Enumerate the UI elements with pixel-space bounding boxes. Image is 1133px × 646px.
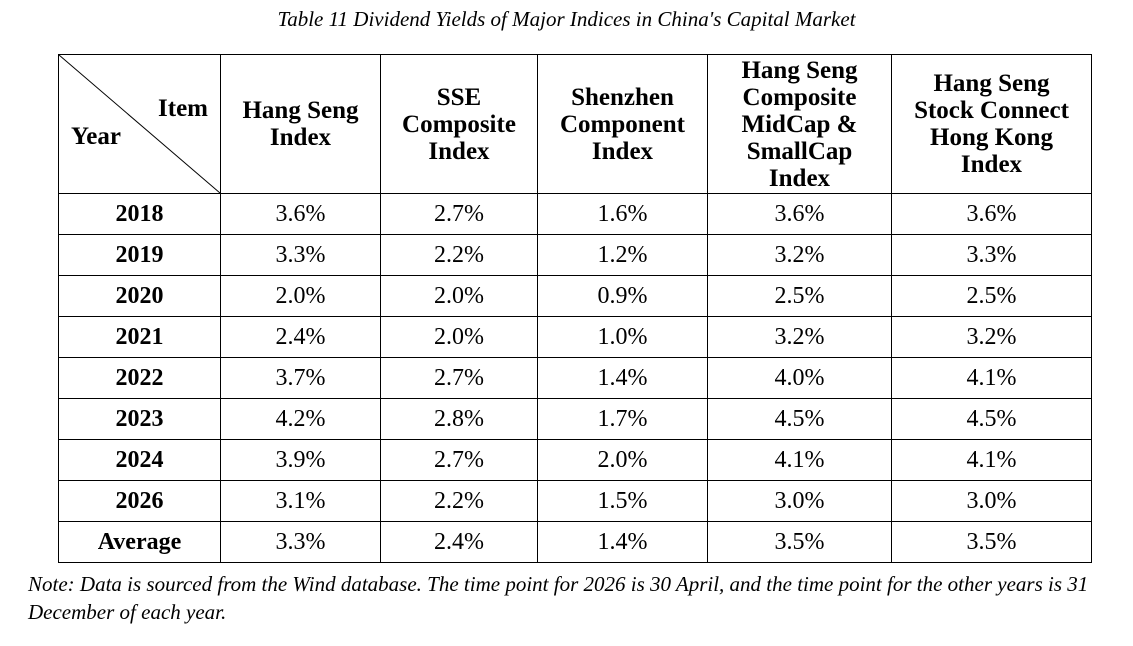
table-cell: 3.6% bbox=[707, 193, 892, 235]
header-line: SmallCap bbox=[746, 137, 853, 165]
table-cell: 2.4% bbox=[380, 521, 538, 563]
table-caption: Table 11 Dividend Yields of Major Indice… bbox=[277, 7, 856, 31]
table-cell: 0.9% bbox=[537, 275, 708, 317]
table-row: 2021 2.4% 2.0% 1.0% 3.2% 3.2% bbox=[58, 316, 1092, 358]
table-cell: 3.3% bbox=[220, 234, 381, 276]
table-cell: 1.6% bbox=[537, 193, 708, 235]
table-cell: 2.5% bbox=[707, 275, 892, 317]
column-header-sse-composite-index: SSE Composite Index bbox=[380, 54, 538, 194]
row-year-cell: 2022 bbox=[58, 357, 221, 399]
header-line: Index bbox=[768, 164, 831, 192]
column-header-hang-seng-index: Hang Seng Index bbox=[220, 54, 381, 194]
table-cell: 3.6% bbox=[220, 193, 381, 235]
table-cell: 3.2% bbox=[891, 316, 1092, 358]
table-cell: 2.0% bbox=[380, 275, 538, 317]
header-line: Index bbox=[960, 151, 1023, 178]
table-cell: 3.2% bbox=[707, 316, 892, 358]
table-cell: 3.9% bbox=[220, 439, 381, 481]
table-row: 2023 4.2% 2.8% 1.7% 4.5% 4.5% bbox=[58, 398, 1092, 440]
header-line: Shenzhen bbox=[571, 83, 674, 111]
table-cell: 4.0% bbox=[707, 357, 892, 399]
table-cell: 3.7% bbox=[220, 357, 381, 399]
header-line: Index bbox=[591, 137, 654, 165]
header-line: Hang Seng bbox=[741, 56, 858, 84]
table-cell: 3.2% bbox=[707, 234, 892, 276]
header-line: Component bbox=[559, 110, 685, 138]
table-cell: 3.0% bbox=[891, 480, 1092, 522]
corner-header-cell: Item Year bbox=[58, 54, 221, 194]
table-cell: 1.2% bbox=[537, 234, 708, 276]
table-header-row: Item Year Hang Seng Index SSE Composite … bbox=[58, 54, 1092, 194]
column-header-shenzhen-component-index: Shenzhen Component Index bbox=[537, 54, 708, 194]
table-row: 2024 3.9% 2.7% 2.0% 4.1% 4.1% bbox=[58, 439, 1092, 481]
table-cell: 4.1% bbox=[891, 357, 1092, 399]
table-cell: 2.2% bbox=[380, 480, 538, 522]
header-line: Index bbox=[428, 137, 490, 165]
row-year-cell: 2026 bbox=[58, 480, 221, 522]
corner-year-label: Year bbox=[71, 123, 121, 150]
column-header-hang-seng-midcap-smallcap-index: Hang Seng Composite MidCap & SmallCap In… bbox=[707, 54, 892, 194]
column-header-hang-seng-stock-connect-hk-index: Hang Seng Stock Connect Hong Kong Index bbox=[891, 54, 1092, 194]
row-year-cell: 2021 bbox=[58, 316, 221, 358]
table-cell: 2.5% bbox=[891, 275, 1092, 317]
table-note: Note: Data is sourced from the Wind data… bbox=[28, 572, 1089, 624]
table-cell: 2.4% bbox=[220, 316, 381, 358]
table-cell: 3.6% bbox=[891, 193, 1092, 235]
header-line: MidCap & bbox=[741, 110, 858, 138]
table-cell: 4.5% bbox=[707, 398, 892, 440]
row-year-cell: 2019 bbox=[58, 234, 221, 276]
table-cell: 1.4% bbox=[537, 521, 708, 563]
table-cell: 4.1% bbox=[891, 439, 1092, 481]
diagonal-divider bbox=[59, 55, 220, 193]
table-cell: 3.5% bbox=[891, 521, 1092, 563]
table-cell: 1.7% bbox=[537, 398, 708, 440]
table-cell: 2.2% bbox=[380, 234, 538, 276]
table-cell: 3.3% bbox=[220, 521, 381, 563]
table-cell: 2.0% bbox=[380, 316, 538, 358]
row-year-cell: 2020 bbox=[58, 275, 221, 317]
header-line: Stock Connect bbox=[914, 97, 1069, 124]
table-cell: 2.7% bbox=[380, 439, 538, 481]
table-row: 2020 2.0% 2.0% 0.9% 2.5% 2.5% bbox=[58, 275, 1092, 317]
table-cell: 2.7% bbox=[380, 357, 538, 399]
table-row-average: Average 3.3% 2.4% 1.4% 3.5% 3.5% bbox=[58, 521, 1092, 563]
row-year-cell: Average bbox=[58, 521, 221, 563]
corner-item-label: Item bbox=[158, 95, 208, 122]
table-cell: 4.1% bbox=[707, 439, 892, 481]
table-cell: 3.0% bbox=[707, 480, 892, 522]
table-cell: 3.1% bbox=[220, 480, 381, 522]
table-cell: 4.5% bbox=[891, 398, 1092, 440]
header-line: Composite bbox=[402, 110, 516, 138]
dividend-yield-table: Item Year Hang Seng Index SSE Composite … bbox=[58, 54, 1092, 563]
table-cell: 1.5% bbox=[537, 480, 708, 522]
table-row: 2018 3.6% 2.7% 1.6% 3.6% 3.6% bbox=[58, 193, 1092, 235]
table-row: 2019 3.3% 2.2% 1.2% 3.2% 3.3% bbox=[58, 234, 1092, 276]
row-year-cell: 2023 bbox=[58, 398, 221, 440]
header-line: SSE bbox=[436, 83, 482, 111]
row-year-cell: 2018 bbox=[58, 193, 221, 235]
table-cell: 1.4% bbox=[537, 357, 708, 399]
table-cell: 2.8% bbox=[380, 398, 538, 440]
header-line: Hong Kong bbox=[930, 124, 1053, 151]
table-row: 2026 3.1% 2.2% 1.5% 3.0% 3.0% bbox=[58, 480, 1092, 522]
row-year-cell: 2024 bbox=[58, 439, 221, 481]
header-line: Composite bbox=[742, 83, 857, 111]
table-cell: 3.3% bbox=[891, 234, 1092, 276]
table-cell: 2.0% bbox=[537, 439, 708, 481]
table-cell: 2.0% bbox=[220, 275, 381, 317]
header-line: Hang Seng bbox=[242, 97, 359, 124]
header-line: Index bbox=[269, 124, 332, 151]
table-cell: 2.7% bbox=[380, 193, 538, 235]
table-row: 2022 3.7% 2.7% 1.4% 4.0% 4.1% bbox=[58, 357, 1092, 399]
table-cell: 4.2% bbox=[220, 398, 381, 440]
table-cell: 3.5% bbox=[707, 521, 892, 563]
table-cell: 1.0% bbox=[537, 316, 708, 358]
header-line: Hang Seng bbox=[933, 70, 1050, 97]
